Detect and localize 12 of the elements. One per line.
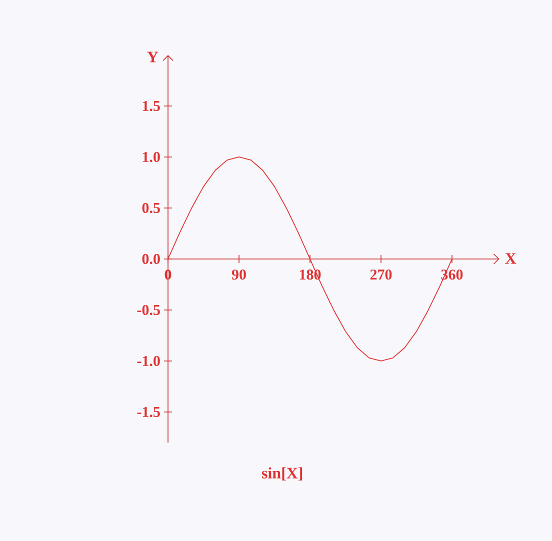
x-tick-label: 90	[232, 270, 246, 280]
y-tick-label: 0.0	[142, 254, 160, 264]
y-axis-title: Y	[147, 52, 158, 62]
x-tick-label: 270	[370, 270, 392, 280]
x-axis-title: X	[505, 253, 516, 264]
y-tick-label: -1.5	[137, 406, 160, 418]
y-tick-label: 1.0	[142, 152, 160, 162]
y-tick-label: 0.5	[142, 202, 160, 214]
y-tick-label: -0.5	[137, 304, 160, 316]
y-tick-label: 1.5	[142, 100, 160, 112]
text: sin[X]	[262, 467, 302, 480]
y-tick-label: -1.0	[137, 356, 160, 366]
